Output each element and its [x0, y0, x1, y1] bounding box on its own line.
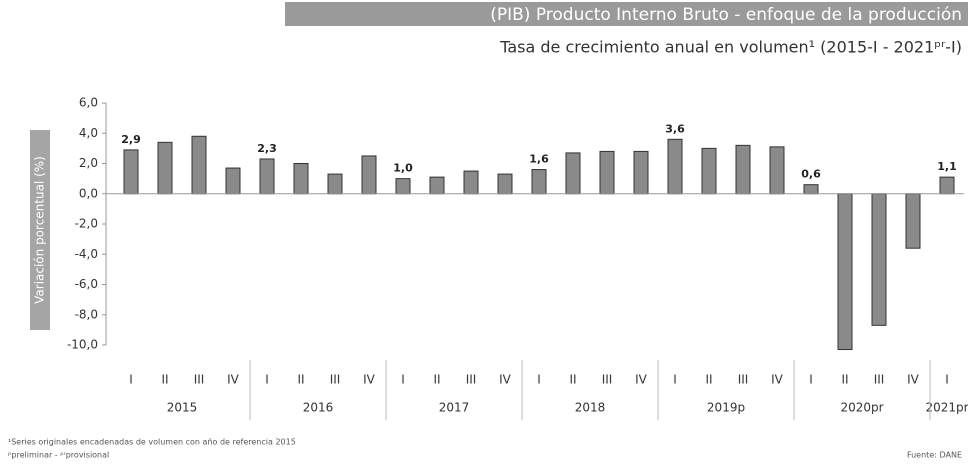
- bar: [735, 144, 751, 195]
- year-label: 2020pr: [840, 401, 883, 415]
- x-tick-label: I: [945, 373, 949, 387]
- bar: [327, 173, 343, 195]
- x-tick-label: IV: [227, 373, 240, 387]
- x-tick-label: II: [705, 373, 712, 387]
- y-tick-label: 2,0: [79, 156, 98, 170]
- bar: [361, 155, 377, 195]
- bar: [803, 184, 819, 195]
- bar: [225, 167, 241, 195]
- bar: [871, 193, 887, 326]
- x-tick-label: IV: [499, 373, 512, 387]
- x-tick-label: I: [129, 373, 133, 387]
- x-tick-label: II: [433, 373, 440, 387]
- bar: [463, 170, 479, 195]
- bar: [837, 193, 853, 351]
- bar: [497, 173, 513, 195]
- bar: [769, 146, 785, 195]
- y-tick-label: 6,0: [79, 96, 98, 110]
- year-label: 2016: [303, 401, 334, 415]
- bar: [939, 176, 955, 195]
- bar: [667, 138, 683, 195]
- value-label: 1,6: [529, 153, 549, 166]
- x-tick-label: III: [466, 373, 477, 387]
- x-tick-label: IV: [635, 373, 648, 387]
- x-tick-label: II: [297, 373, 304, 387]
- year-label: 2017: [439, 401, 470, 415]
- y-axis-label: Variación porcentual (%): [33, 156, 47, 304]
- bar: [531, 169, 547, 195]
- x-tick-label: I: [401, 373, 405, 387]
- bar: [905, 193, 921, 249]
- bar: [599, 150, 615, 195]
- bar: [259, 158, 275, 195]
- bar: [429, 176, 445, 195]
- y-tick-label: -2,0: [75, 217, 98, 231]
- year-label: 2021pr: [925, 401, 968, 415]
- bar: [157, 141, 173, 195]
- bar: [701, 147, 717, 195]
- value-label: 1,1: [937, 160, 957, 173]
- x-tick-label: I: [673, 373, 677, 387]
- y-tick-label: -8,0: [75, 307, 98, 321]
- y-tick-label: 0,0: [79, 186, 98, 200]
- year-label: 2018: [575, 401, 606, 415]
- value-label: 2,9: [121, 133, 141, 146]
- x-tick-label: II: [841, 373, 848, 387]
- x-tick-label: I: [809, 373, 813, 387]
- source: Fuente: DANE: [907, 451, 962, 460]
- bar: [565, 152, 581, 195]
- footnote: ᵖpreliminar - ᵖʳprovisional: [8, 451, 109, 460]
- x-tick-label: III: [874, 373, 885, 387]
- x-tick-label: I: [537, 373, 541, 387]
- bar: [123, 149, 139, 195]
- y-tick-label: -6,0: [75, 277, 98, 291]
- x-tick-label: II: [161, 373, 168, 387]
- year-label: 2019p: [707, 401, 745, 415]
- y-tick-label: -10,0: [67, 338, 98, 352]
- value-label: 3,6: [665, 122, 685, 135]
- chart-subtitle: Tasa de crecimiento anual en volumen¹ (2…: [499, 38, 962, 57]
- bar: [395, 178, 411, 195]
- x-tick-label: I: [265, 373, 269, 387]
- x-tick-label: III: [330, 373, 341, 387]
- y-label-band: [30, 130, 50, 330]
- title-band: [285, 2, 968, 26]
- chart-title: (PIB) Producto Interno Bruto - enfoque d…: [490, 5, 962, 25]
- value-label: 0,6: [801, 168, 821, 181]
- year-label: 2015: [167, 401, 198, 415]
- bar: [191, 135, 207, 195]
- value-label: 2,3: [257, 142, 277, 155]
- x-tick-label: II: [569, 373, 576, 387]
- x-tick-label: IV: [363, 373, 376, 387]
- footnote: ¹Series originales encadenadas de volume…: [8, 438, 296, 447]
- x-tick-label: III: [738, 373, 749, 387]
- x-tick-label: IV: [907, 373, 920, 387]
- y-tick-label: 4,0: [79, 126, 98, 140]
- x-tick-label: III: [194, 373, 205, 387]
- x-tick-label: IV: [771, 373, 784, 387]
- bar: [293, 163, 309, 195]
- value-label: 1,0: [393, 162, 413, 175]
- x-tick-label: III: [602, 373, 613, 387]
- y-tick-label: -4,0: [75, 247, 98, 261]
- bar: [633, 150, 649, 195]
